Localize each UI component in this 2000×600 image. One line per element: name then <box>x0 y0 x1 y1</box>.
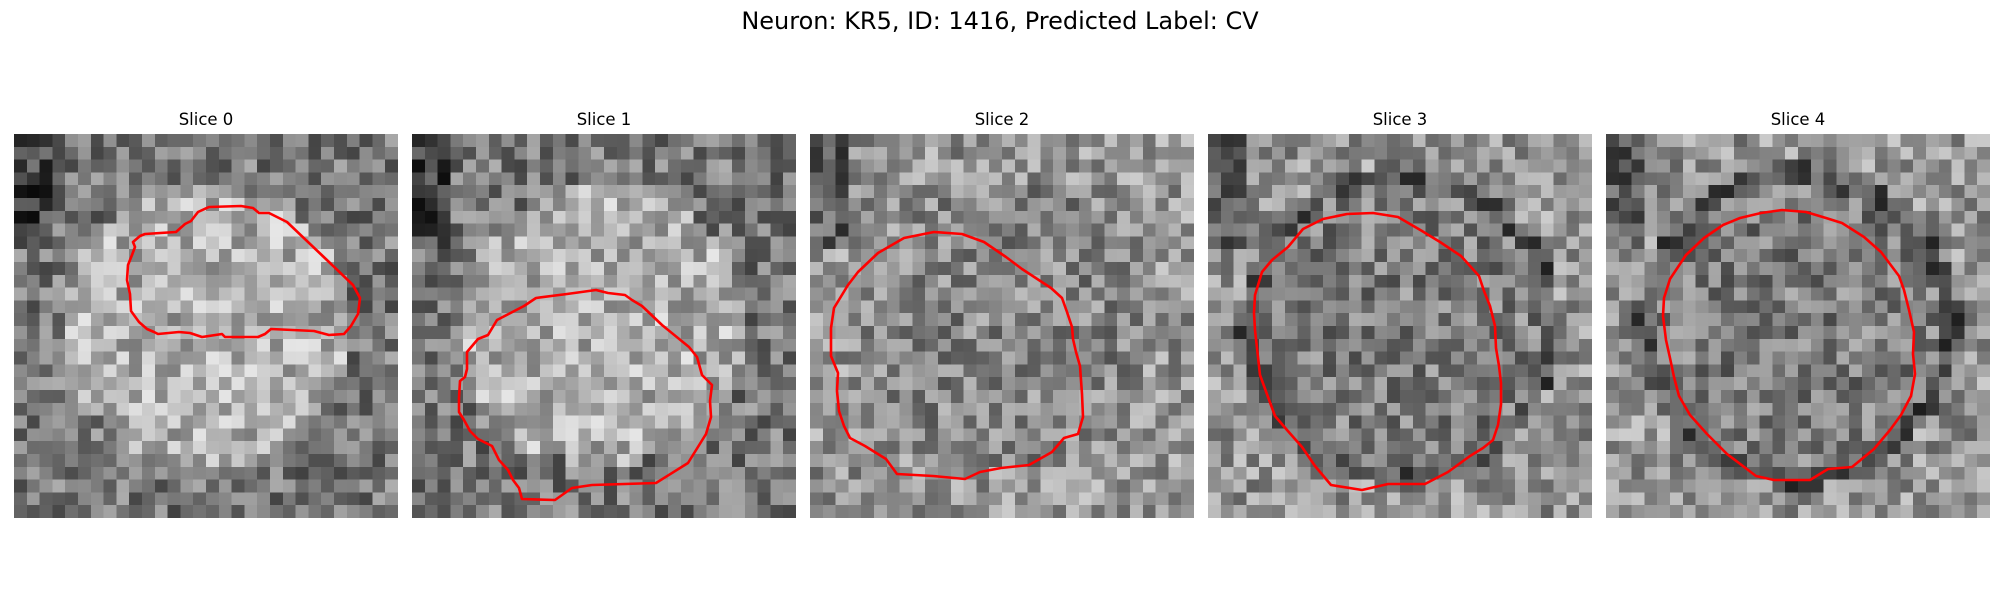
slice-title: Slice 3 <box>1372 110 1428 129</box>
slice-panel-1: Slice 1 <box>412 104 796 520</box>
neuron-contour-outline <box>829 230 1085 481</box>
slice-title: Slice 2 <box>974 110 1030 129</box>
slice-panel-3: Slice 3 <box>1208 104 1592 520</box>
neuron-contour-outline <box>1661 208 1917 482</box>
roi-contour <box>1252 211 1503 492</box>
roi-contour <box>1661 208 1917 482</box>
slice-title: Slice 0 <box>178 110 234 129</box>
slice-image <box>1606 134 1990 518</box>
slice-image <box>14 134 398 518</box>
slice-panel-0: Slice 0 <box>14 104 398 520</box>
neuron-contour-outline <box>1252 211 1503 492</box>
slice-title: Slice 4 <box>1770 110 1826 129</box>
neuron-contour-outline <box>457 288 714 502</box>
slice-image <box>810 134 1194 518</box>
slice-image <box>1208 134 1592 518</box>
figure-title: Neuron: KR5, ID: 1416, Predicted Label: … <box>741 7 1259 35</box>
roi-contour <box>457 288 714 502</box>
slice-title: Slice 1 <box>576 110 632 129</box>
roi-contour <box>829 230 1085 481</box>
roi-contour <box>125 204 362 339</box>
neuron-contour-outline <box>125 204 362 339</box>
slice-panel-4: Slice 4 <box>1606 104 1990 520</box>
slice-image <box>412 134 796 518</box>
slice-panel-2: Slice 2 <box>810 104 1194 520</box>
